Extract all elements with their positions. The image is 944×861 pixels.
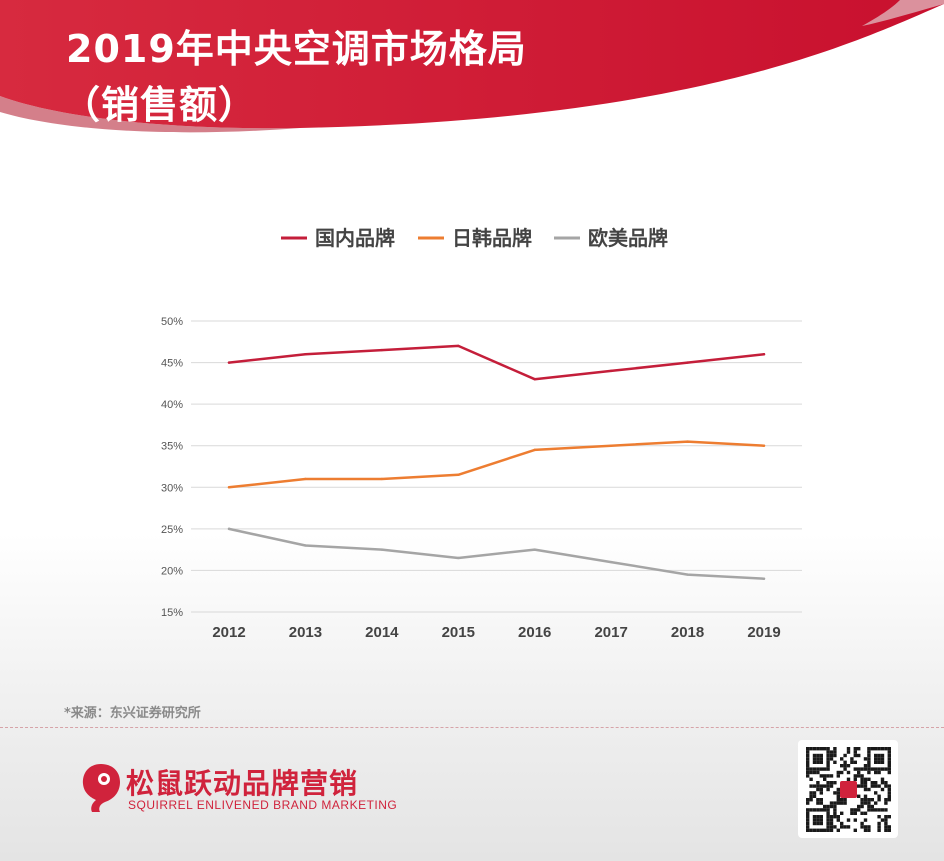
header-banner <box>0 0 944 133</box>
data-point <box>457 344 460 348</box>
x-axis-ticks: 2012 2013 2014 2015 2016 2017 2018 2019 <box>212 624 780 641</box>
y-axis-ticks: 15% 20% 25% 30% 35% 40% 45% 50% <box>161 316 183 619</box>
legend-label: 日韩品牌 <box>452 226 532 250</box>
data-point <box>227 361 231 364</box>
legend-label: 国内品牌 <box>315 226 395 250</box>
y-tick-label: 30% <box>161 482 183 494</box>
data-point <box>609 560 613 564</box>
y-tick-label: 20% <box>161 565 183 577</box>
legend-label: 欧美品牌 <box>588 226 668 250</box>
x-tick-label: 2015 <box>442 624 475 641</box>
chart-gridlines <box>191 320 802 613</box>
footer-divider <box>0 727 944 728</box>
data-point <box>609 444 613 447</box>
data-point <box>762 577 766 580</box>
data-point <box>304 477 307 481</box>
series-line-1 <box>227 440 766 489</box>
x-tick-label: 2019 <box>747 624 780 641</box>
y-tick-label: 35% <box>161 441 183 453</box>
data-point <box>533 378 536 381</box>
data-point <box>227 486 231 489</box>
x-tick-label: 2014 <box>365 624 399 641</box>
data-point <box>457 556 460 560</box>
y-tick-label: 50% <box>161 316 183 328</box>
data-point <box>686 573 689 576</box>
data-point <box>762 353 766 356</box>
data-point <box>533 448 536 452</box>
data-point <box>762 444 766 447</box>
data-point <box>686 440 689 443</box>
data-point <box>533 548 536 551</box>
source-note: *来源：东兴证券研究所 <box>64 706 201 721</box>
data-point <box>227 527 231 531</box>
chart-legend: 国内品牌 日韩品牌 欧美品牌 <box>281 226 668 250</box>
x-tick-label: 2012 <box>212 624 245 641</box>
data-point <box>380 477 384 481</box>
y-tick-label: 45% <box>161 358 183 370</box>
data-point <box>457 473 460 477</box>
x-tick-label: 2018 <box>671 624 704 641</box>
data-point <box>304 353 307 356</box>
chart-series <box>227 344 766 580</box>
page-subtitle: （销售额） <box>62 83 258 127</box>
squirrel-logo-icon <box>82 764 120 812</box>
brand-name: 松鼠跃动品牌营销 <box>126 767 359 800</box>
y-tick-label: 15% <box>161 607 183 619</box>
brand-tagline: SQUIRREL ENLIVENED BRAND MARKETING <box>128 798 398 812</box>
data-point <box>686 361 689 364</box>
data-point <box>380 548 384 551</box>
page-title: 2019年中央空调市场格局 <box>66 27 527 71</box>
line-chart: 国内品牌 日韩品牌 欧美品牌 15% 20% 25% 30% 35% 40% 45% 50% 20… <box>161 226 802 641</box>
y-tick-label: 25% <box>161 524 183 536</box>
x-tick-label: 2013 <box>289 624 322 641</box>
x-tick-label: 2017 <box>594 624 627 641</box>
x-tick-label: 2016 <box>518 624 551 641</box>
series-line-0 <box>227 344 766 381</box>
series-line-2 <box>227 527 766 580</box>
data-point <box>380 348 384 352</box>
data-point <box>609 369 613 373</box>
data-point <box>304 544 307 547</box>
y-tick-label: 40% <box>161 399 183 411</box>
qr-code-icon <box>798 740 898 838</box>
